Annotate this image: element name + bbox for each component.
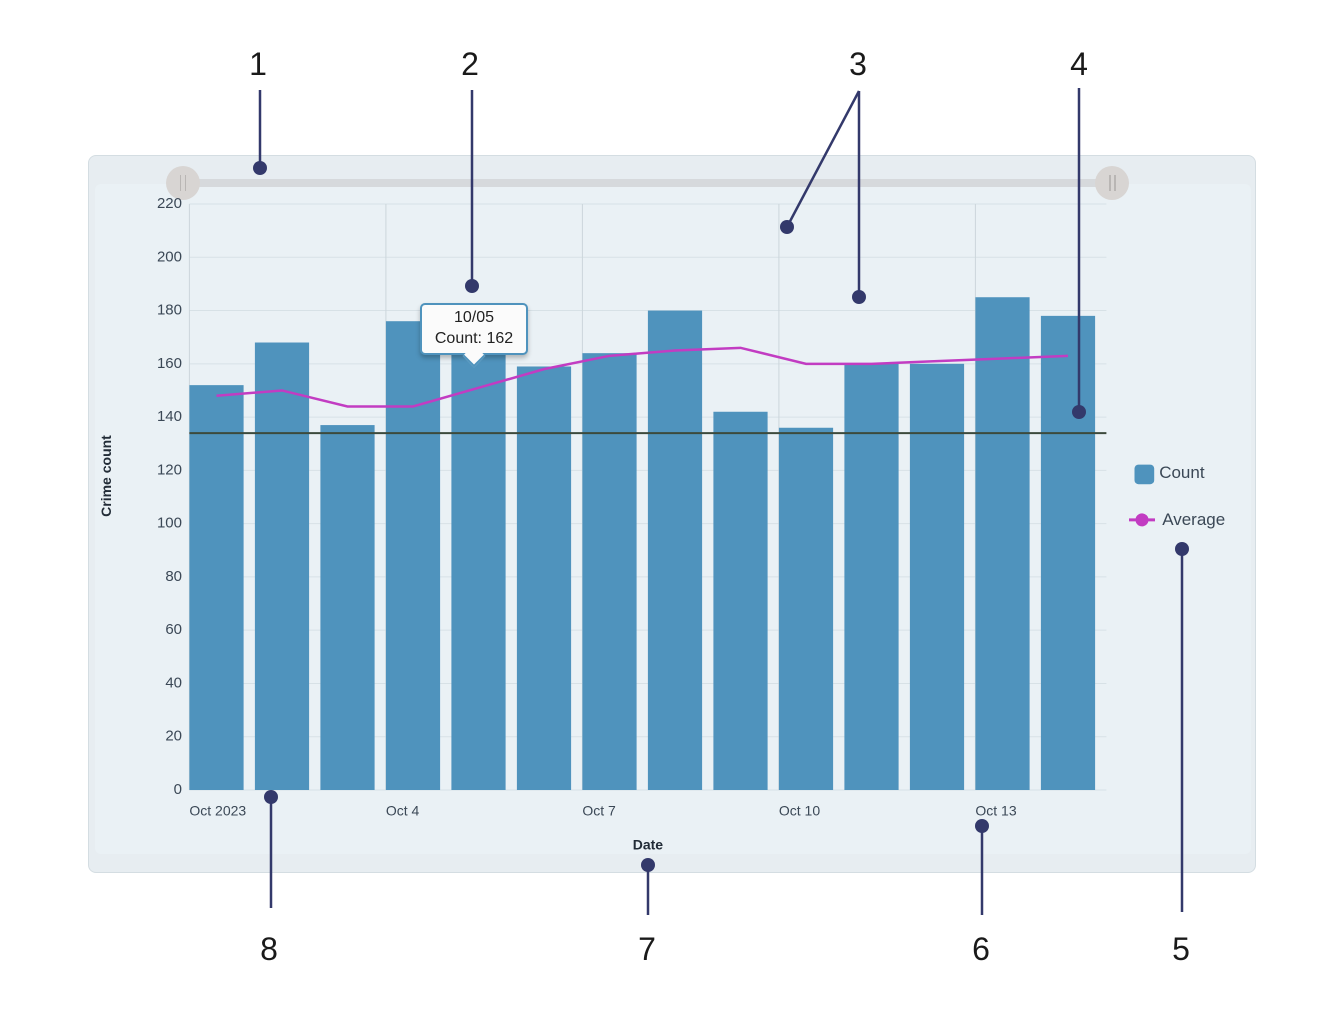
- svg-text:1: 1: [249, 46, 267, 82]
- svg-text:60: 60: [165, 621, 182, 638]
- svg-text:4: 4: [1070, 46, 1088, 82]
- svg-text:80: 80: [165, 568, 182, 585]
- svg-text:140: 140: [157, 408, 182, 425]
- svg-text:7: 7: [638, 931, 656, 967]
- svg-text:100: 100: [157, 515, 182, 532]
- svg-text:Oct 7: Oct 7: [582, 802, 616, 818]
- svg-text:3: 3: [849, 46, 867, 82]
- svg-text:5: 5: [1172, 931, 1190, 967]
- svg-text:200: 200: [157, 248, 182, 265]
- svg-text:160: 160: [157, 355, 182, 372]
- svg-text:Crime count: Crime count: [98, 435, 114, 517]
- svg-text:40: 40: [165, 675, 182, 692]
- svg-text:Oct 2023: Oct 2023: [189, 802, 246, 818]
- svg-text:Average: Average: [1162, 510, 1225, 529]
- svg-text:Date: Date: [633, 837, 664, 853]
- svg-text:Oct 13: Oct 13: [975, 802, 1016, 818]
- svg-text:20: 20: [165, 728, 182, 745]
- svg-text:180: 180: [157, 302, 182, 319]
- svg-text:8: 8: [260, 931, 278, 967]
- svg-text:2: 2: [461, 46, 479, 82]
- svg-text:0: 0: [174, 781, 182, 798]
- svg-text:120: 120: [157, 461, 182, 478]
- svg-text:220: 220: [157, 195, 182, 212]
- svg-text:6: 6: [972, 931, 990, 967]
- svg-text:Count: Count: [1159, 463, 1205, 482]
- svg-text:Oct 4: Oct 4: [386, 802, 420, 818]
- svg-text:Oct 10: Oct 10: [779, 802, 820, 818]
